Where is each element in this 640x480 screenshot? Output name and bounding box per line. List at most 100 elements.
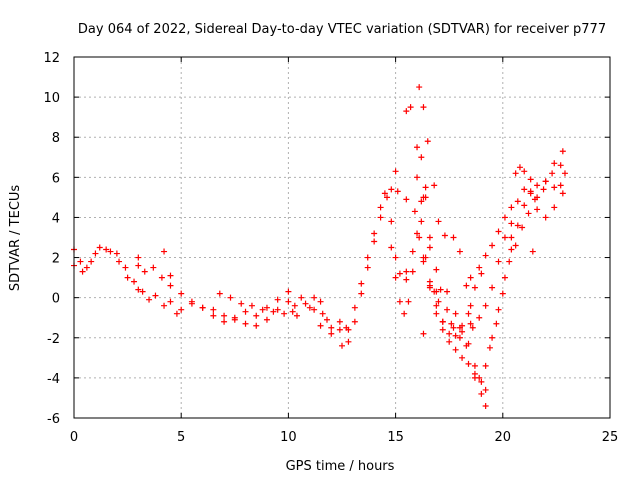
data-point (377, 214, 384, 221)
series-arc-b (71, 244, 180, 317)
x-tick-label: 20 (495, 430, 512, 445)
data-point (178, 290, 185, 297)
data-point (285, 298, 292, 305)
data-point (456, 248, 463, 255)
data-point (420, 104, 427, 111)
data-point (285, 288, 292, 295)
data-point (559, 190, 566, 197)
y-tick-label: 12 (43, 51, 60, 66)
data-point (77, 258, 84, 265)
data-point (167, 282, 174, 289)
y-axis-label: SDTVAR / TECUs (8, 185, 23, 292)
data-point (521, 186, 528, 193)
y-tick-label: 10 (43, 91, 60, 106)
data-point (444, 288, 451, 295)
series-spike-2 (416, 84, 474, 309)
y-tick-label: 0 (52, 292, 60, 307)
data-point (467, 302, 474, 309)
data-point (557, 182, 564, 189)
data-point (263, 316, 270, 323)
data-point (161, 248, 168, 255)
data-point (178, 306, 185, 313)
data-point (167, 272, 174, 279)
data-point (161, 302, 168, 309)
data-point (409, 248, 416, 255)
data-point (514, 222, 521, 229)
series-arc-c (141, 264, 298, 329)
data-point (519, 224, 526, 231)
data-point (302, 300, 309, 307)
data-point (452, 332, 459, 339)
data-point (328, 330, 335, 337)
data-point (471, 362, 478, 369)
data-point (371, 238, 378, 245)
data-point (499, 290, 506, 297)
data-point (83, 264, 90, 271)
data-point (506, 258, 513, 265)
data-point (135, 286, 142, 293)
data-point (459, 328, 466, 335)
series-arc-e (216, 290, 343, 337)
data-point (298, 294, 305, 301)
data-point (351, 318, 358, 325)
data-point (238, 300, 245, 307)
data-point (358, 290, 365, 297)
data-point (508, 246, 515, 253)
data-point (525, 210, 532, 217)
tick-labels: 0 5 10 15 20 25 -6 -4 -2 0 2 4 6 8 10 12 (43, 51, 618, 445)
data-point (411, 208, 418, 215)
data-point (551, 204, 558, 211)
data-point (452, 346, 459, 353)
data-point (557, 162, 564, 169)
data-point (414, 144, 421, 151)
data-point (384, 194, 391, 201)
data-point (392, 254, 399, 261)
data-point (422, 184, 429, 191)
data-point (551, 160, 558, 167)
data-point (482, 402, 489, 409)
data-point (469, 324, 476, 331)
data-point (210, 312, 217, 319)
data-point (122, 264, 129, 271)
data-point (167, 298, 174, 305)
data-point (274, 306, 281, 313)
data-point (103, 246, 110, 253)
data-point (188, 298, 195, 305)
data-point (422, 194, 429, 201)
data-point (135, 262, 142, 269)
data-point (431, 288, 438, 295)
data-point (446, 330, 453, 337)
series-rise-2 (345, 194, 416, 333)
data-point (319, 310, 326, 317)
data-point (465, 360, 472, 367)
data-point (289, 308, 296, 315)
data-point (259, 306, 266, 313)
data-point (173, 310, 180, 317)
data-point (317, 322, 324, 329)
y-tick-label: 2 (52, 252, 60, 267)
data-point (512, 170, 519, 177)
data-point (416, 234, 423, 241)
data-point (420, 330, 427, 337)
data-point (364, 264, 371, 271)
data-point (416, 84, 423, 91)
data-point (199, 304, 206, 311)
data-point (444, 306, 451, 313)
series-cross-1 (388, 184, 429, 317)
data-point (242, 308, 249, 315)
data-point (405, 298, 412, 305)
data-point (107, 248, 114, 255)
data-point (534, 182, 541, 189)
data-point (231, 314, 238, 321)
data-point (529, 248, 536, 255)
data-point (418, 218, 425, 225)
data-point (377, 204, 384, 211)
data-point (339, 342, 345, 349)
data-point (433, 310, 440, 317)
y-tick-label: 6 (52, 171, 60, 186)
data-point (396, 270, 403, 277)
data-point (486, 344, 493, 351)
data-point (221, 318, 228, 325)
data-point (345, 338, 352, 345)
data-point (414, 230, 421, 237)
